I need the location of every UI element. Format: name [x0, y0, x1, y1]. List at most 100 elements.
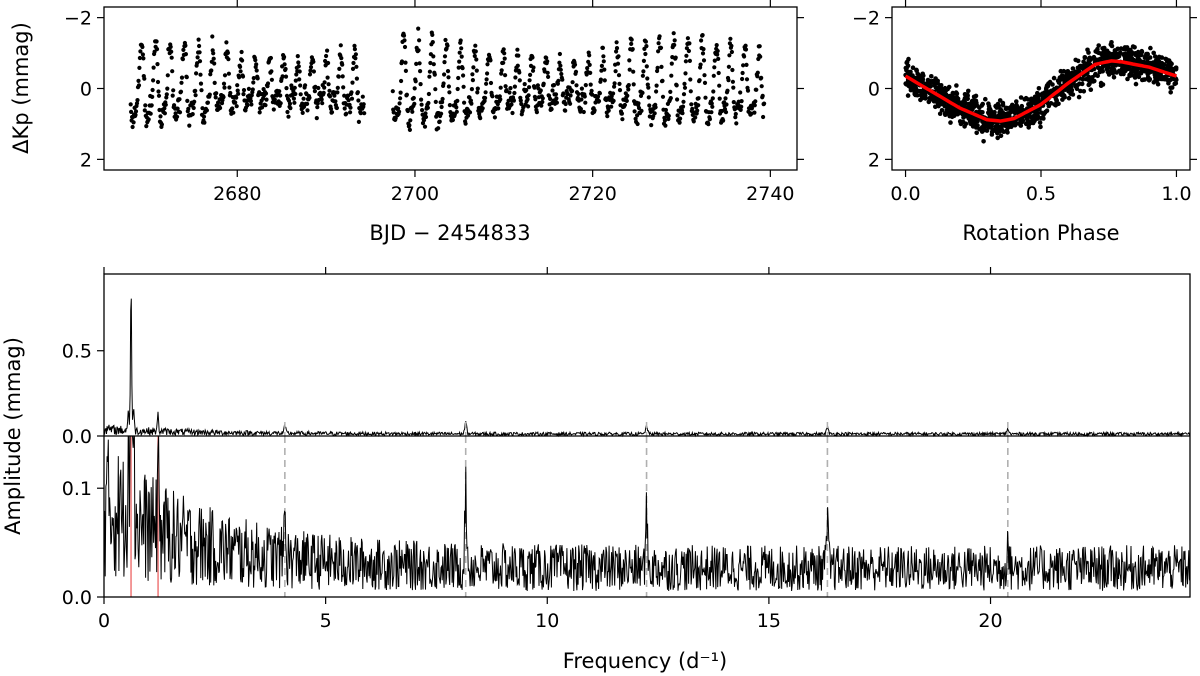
light-curve-point [473, 49, 478, 54]
light-curve-point [311, 69, 316, 74]
light-curve-point [162, 111, 167, 116]
light-curve-point [193, 93, 198, 98]
phase-curve-point [1009, 122, 1015, 127]
light-curve-point [149, 103, 154, 108]
light-curve-point [633, 116, 638, 121]
phase-curve-point [1030, 119, 1036, 125]
light-curve-point [681, 92, 687, 97]
phase-curve-point [1159, 55, 1165, 60]
light-curve-point [655, 65, 660, 70]
phase-curve-point [1086, 74, 1091, 80]
light-curve-point [556, 78, 561, 83]
light-curve-point [324, 53, 329, 59]
phase-curve-point [1113, 63, 1118, 68]
light-curve-point [315, 101, 320, 106]
light-curve-point [730, 67, 735, 73]
light-curve-point [645, 76, 650, 81]
phase-curve-point [1086, 78, 1092, 83]
light-curve-point [210, 34, 215, 39]
light-curve-point [563, 108, 568, 113]
phase-curve-point [1147, 55, 1153, 60]
light-curve-point [643, 39, 649, 44]
light-curve-point [141, 56, 146, 61]
light-curve-point [325, 75, 330, 80]
light-curve-point [459, 46, 464, 51]
phase-curve-point [964, 113, 969, 119]
light-curve-xlabel: BJD − 2454833 [369, 221, 530, 245]
light-curve-point [254, 68, 259, 73]
light-curve-point [397, 109, 402, 114]
y-tick-label: 0.1 [62, 478, 92, 500]
light-curve-point [759, 84, 764, 89]
phase-curve-point [1079, 81, 1085, 87]
light-curve-point [133, 109, 139, 114]
light-curve-point [228, 90, 233, 96]
phase-curve-point [949, 112, 955, 118]
light-curve-point [177, 97, 182, 102]
light-curve-point [351, 60, 356, 66]
light-curve-point [342, 106, 347, 111]
light-curve-point [170, 69, 175, 74]
light-curve-point [475, 86, 480, 91]
light-curve-point [635, 121, 640, 127]
light-curve-point [136, 83, 142, 88]
light-curve-point [322, 85, 327, 90]
light-curve-point [268, 55, 273, 61]
light-curve-point [516, 53, 521, 58]
phase-curve-point [1032, 94, 1038, 100]
phase-curve-point [939, 86, 945, 92]
light-curve-point [433, 87, 438, 92]
phase-curve-point [1155, 81, 1161, 87]
light-curve-point [218, 105, 223, 111]
light-curve-point [131, 120, 136, 125]
phase-curve-point [1019, 118, 1025, 124]
light-curve-point [752, 103, 757, 108]
light-curve-point [572, 62, 578, 67]
light-curve-point [726, 78, 731, 83]
light-curve-point [336, 74, 341, 79]
light-curve-point [671, 31, 676, 36]
light-curve-point [169, 49, 174, 54]
light-curve-point [439, 111, 444, 116]
light-curve-point [712, 65, 717, 70]
light-curve-point [658, 45, 664, 50]
light-curve-point [716, 70, 721, 76]
light-curve-point [211, 56, 216, 61]
light-curve-point [550, 88, 555, 93]
light-curve-point [519, 101, 524, 107]
light-curve-point [165, 86, 170, 91]
light-curve-point [214, 91, 219, 96]
light-curve-point [492, 115, 497, 120]
light-curve-point [148, 111, 153, 116]
light-curve-point [461, 84, 466, 89]
light-curve-point [194, 71, 199, 76]
light-curve-point [154, 47, 160, 52]
light-curve-point [407, 127, 412, 132]
light-curve-point [636, 105, 642, 111]
light-curve-point [207, 92, 212, 97]
light-curve-point [430, 40, 435, 45]
phase-curve-point [1033, 98, 1038, 103]
light-curve-point [190, 112, 195, 117]
light-curve-point [734, 121, 739, 126]
light-curve-point [474, 57, 479, 62]
phase-curve-point [935, 80, 940, 86]
light-curve-point [712, 58, 717, 63]
light-curve-point [241, 88, 247, 93]
light-curve-point [740, 70, 745, 76]
phase-curve-point [1115, 54, 1120, 60]
light-curve-point [678, 116, 683, 121]
light-curve-point [545, 70, 550, 75]
light-curve-point [208, 72, 213, 77]
light-curve-point [420, 108, 425, 113]
light-curve-point [431, 54, 436, 59]
phase-curve-point [1070, 92, 1076, 97]
light-curve-point [412, 86, 417, 91]
light-curve-point [711, 73, 716, 78]
light-curve-point [179, 75, 185, 80]
light-curve-point [723, 96, 728, 101]
light-curve-point [490, 94, 495, 99]
phase-curve-point [980, 125, 986, 130]
light-curve-point [646, 95, 651, 100]
phase-curve-point [1084, 61, 1090, 67]
